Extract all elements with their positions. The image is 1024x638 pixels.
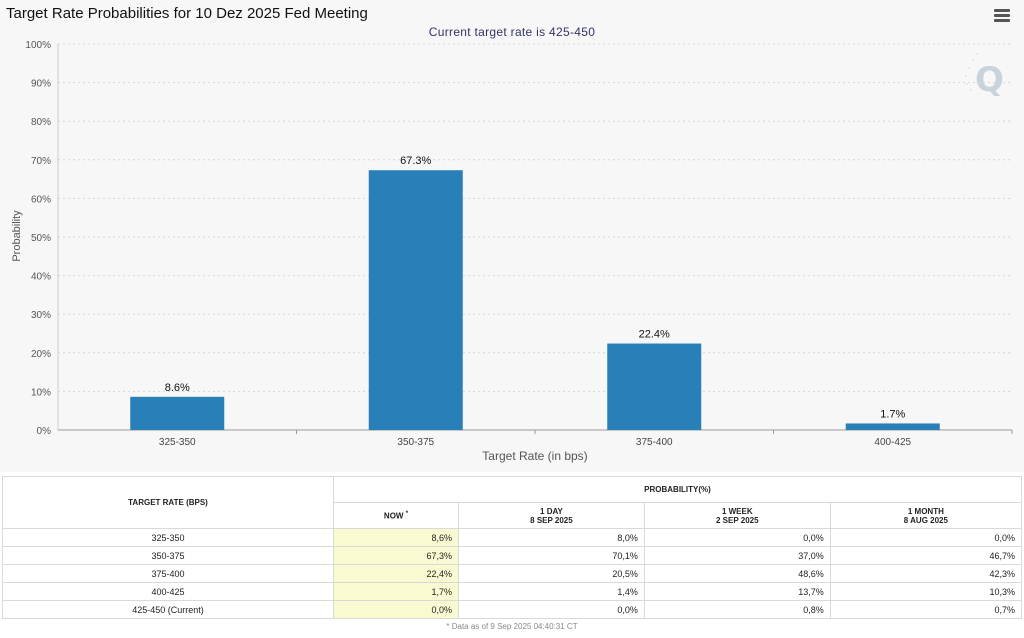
data-label: 8.6%	[165, 382, 190, 394]
y-tick-label: 0%	[37, 426, 52, 437]
header-target-rate: TARGET RATE (BPS)	[2, 476, 334, 529]
y-tick-label: 100%	[25, 40, 51, 51]
menu-icon[interactable]	[994, 9, 1010, 23]
header-1month-label: 1 MONTH	[907, 506, 944, 516]
bar[interactable]	[130, 396, 225, 430]
bar[interactable]	[368, 170, 463, 431]
bar[interactable]	[845, 423, 940, 430]
header-now-mark: *	[405, 510, 409, 517]
cell-1month: 10,3%	[829, 582, 1023, 601]
probability-table: TARGET RATE (BPS) PROBABILITY(%) NOW * 1…	[0, 476, 1024, 638]
y-tick-label: 60%	[31, 194, 51, 205]
header-1week-date: 2 SEP 2025	[716, 515, 759, 525]
cell-now: 0,0%	[333, 600, 459, 619]
y-tick-label: 40%	[31, 272, 51, 283]
table-row: 425-450 (Current) 0,0% 0,0% 0,8% 0,7%	[2, 600, 1023, 619]
cell-1day: 8,0%	[458, 528, 645, 547]
bar-chart: 0% 10% 20% 30% 40% 50% 60% 70% 80% 90% 100% 8.6% 67…	[11, 40, 1013, 463]
y-tick-label: 10%	[31, 387, 51, 398]
cell-1month: 0,7%	[829, 600, 1023, 619]
cell-1day: 70,1%	[458, 546, 645, 565]
y-tick-label: 30%	[31, 310, 51, 321]
header-probability: PROBABILITY(%)	[333, 476, 1022, 503]
header-1month: 1 MONTH 8 AUG 2025	[829, 502, 1023, 529]
chart-title: Target Rate Probabilities for 10 Dez 202…	[6, 5, 368, 22]
header-1week: 1 WEEK 2 SEP 2025	[643, 502, 831, 529]
table-row: 400-425 1,7% 1,4% 13,7% 10,3%	[2, 582, 1023, 601]
cell-1week: 0,0%	[643, 528, 831, 547]
header-1week-label: 1 WEEK	[721, 506, 753, 516]
logo-icon: Q	[965, 53, 1004, 100]
x-tick-label: 325-350	[159, 437, 196, 448]
table-row: 325-350 8,6% 8,0% 0,0% 0,0%	[2, 528, 1023, 547]
cell-1day: 0,0%	[458, 600, 645, 619]
cell-1month: 42,3%	[829, 564, 1023, 583]
cell-1week: 48,6%	[643, 564, 831, 583]
cell-now: 8,6%	[333, 528, 459, 547]
y-axis-label: Probability	[11, 210, 23, 262]
x-tick-label: 350-375	[397, 437, 434, 448]
cell-1month: 46,7%	[829, 546, 1023, 565]
header-now-label: NOW	[383, 511, 404, 521]
data-label: 1.7%	[880, 408, 905, 420]
cell-rate: 325-350	[2, 528, 334, 547]
table-row: 375-400 22,4% 20,5% 48,6% 42,3%	[2, 564, 1023, 583]
bar[interactable]	[607, 343, 702, 430]
logo-text: Q	[975, 60, 1004, 100]
cell-1month: 0,0%	[829, 528, 1023, 547]
cell-now: 1,7%	[333, 582, 459, 601]
x-tick-label: 400-425	[874, 437, 911, 448]
header-1month-date: 8 AUG 2025	[903, 515, 948, 525]
data-label: 22.4%	[639, 329, 670, 341]
logo-dots-icon	[965, 53, 978, 91]
header-1day-date: 8 SEP 2025	[530, 515, 573, 525]
cell-now: 67,3%	[333, 546, 459, 565]
cell-rate: 375-400	[2, 564, 334, 583]
cell-now: 22,4%	[333, 564, 459, 583]
table-row: 350-375 67,3% 70,1% 37,0% 46,7%	[2, 546, 1023, 565]
cell-1week: 37,0%	[643, 546, 831, 565]
cell-1week: 0,8%	[643, 600, 831, 619]
chart-subtitle: Current target rate is 425-450	[428, 25, 596, 39]
cell-1week: 13,7%	[643, 582, 831, 601]
x-tick-label: 375-400	[636, 437, 673, 448]
y-tick-label: 70%	[31, 156, 51, 167]
cell-1day: 1,4%	[458, 582, 645, 601]
y-tick-label: 50%	[31, 233, 51, 244]
cell-1day: 20,5%	[458, 564, 645, 583]
header-1day-label: 1 DAY	[540, 506, 563, 516]
data-label: 67.3%	[400, 155, 431, 167]
y-tick-label: 80%	[31, 117, 51, 128]
footnote: * Data as of 9 Sep 2025 04:40:31 CT	[2, 618, 1022, 633]
header-1day: 1 DAY 8 SEP 2025	[458, 502, 645, 529]
cell-rate: 425-450 (Current)	[2, 600, 334, 619]
x-axis-label: Target Rate (in bps)	[482, 449, 587, 463]
y-tick-label: 90%	[31, 79, 51, 90]
cell-rate: 350-375	[2, 546, 334, 565]
cell-rate: 400-425	[2, 582, 334, 601]
chart-panel: Target Rate Probabilities for 10 Dez 202…	[6, 5, 1013, 463]
header-now: NOW *	[333, 502, 459, 529]
y-tick-label: 20%	[31, 349, 51, 360]
